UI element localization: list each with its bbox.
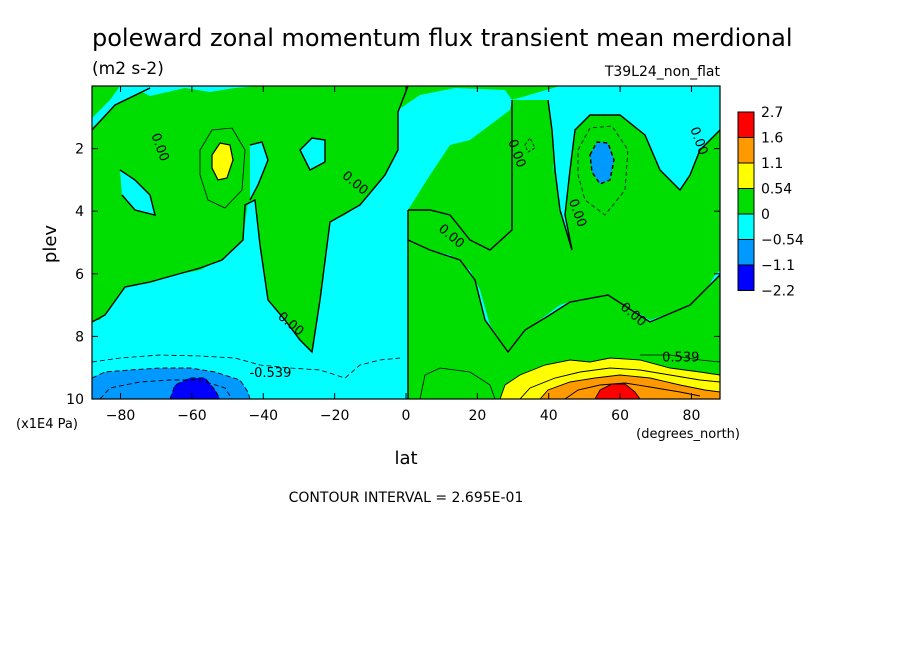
colorbar-swatch [737, 137, 755, 164]
y-axis-title: plev [40, 225, 61, 264]
y-tick-label: 6 [75, 267, 84, 283]
zero-contour-main [92, 86, 409, 354]
colorbar-swatch [737, 162, 755, 189]
x-axis: −80 −60 −40 −20 0 20 40 60 80 [106, 86, 701, 424]
zero-contour-patch-b [249, 141, 269, 201]
neg-contour-4 [169, 377, 221, 399]
x-tick-label: −60 [177, 408, 207, 424]
x-tick-label: −80 [106, 408, 136, 424]
colorbar-label: 0 [761, 207, 770, 223]
neg-contour-2 [92, 367, 251, 399]
neg-contour-1 [92, 354, 401, 379]
colorbar-label: −1.1 [761, 258, 795, 274]
x-tick-label: 60 [611, 408, 629, 424]
y-tick-label: 4 [75, 204, 84, 220]
contour-interval: CONTOUR INTERVAL = 2.695E-01 [289, 490, 524, 506]
fill-weak-negative-patch-5 [92, 86, 260, 96]
x-tick-label: 40 [540, 408, 558, 424]
x-tick-label: 20 [468, 408, 486, 424]
y-tick-label: 8 [75, 329, 84, 345]
zero-contour-left [92, 87, 151, 131]
x-axis-title: lat [394, 448, 417, 469]
pos-contour-4 [564, 382, 701, 399]
pos-contour-7 [640, 354, 720, 363]
neg-contour-ring [577, 125, 629, 216]
x-tick-label: −20 [320, 408, 350, 424]
colorbar-swatch [737, 264, 755, 291]
x-tick-label: 80 [683, 408, 701, 424]
colorbar-label: 2.7 [761, 105, 783, 121]
zero-contour-patch-a [299, 137, 326, 171]
fill-pos2 [540, 375, 720, 399]
fill-pos1-blob [212, 143, 233, 180]
fill-weak-positive-top-left [92, 86, 120, 118]
colorbar-swatch [737, 111, 755, 138]
fill-neg2 [170, 378, 220, 399]
y-tick-label: 2 [75, 142, 84, 158]
colorbar-swatch [737, 188, 755, 215]
chart-title: poleward zonal momentum flux transient m… [92, 24, 793, 52]
colorbar-label: 1.1 [761, 156, 783, 172]
colorbar-swatch [737, 239, 755, 266]
fill-weak-positive-lower-right [408, 240, 720, 399]
zero-contour-upper-right [408, 100, 513, 251]
zero-contour-right [407, 239, 720, 354]
pos-contour-2 [519, 367, 720, 399]
fill-weak-negative-patch-4 [120, 170, 155, 215]
neg-contour-3 [99, 379, 233, 399]
zero-contour-patch-c [119, 169, 156, 216]
colorbar-label: 0.54 [761, 182, 792, 198]
colorbar-swatch [737, 213, 755, 240]
pos-contour-1 [499, 357, 720, 399]
pos-contour-6 [419, 367, 496, 399]
fill-weak-negative-patch-6 [512, 86, 720, 250]
x-axis-units: (degrees_north) [636, 427, 740, 442]
pos-contour-blob [211, 142, 234, 181]
contour-fills [92, 86, 720, 399]
colorbar-label: 1.6 [761, 131, 783, 147]
fill-weak-positive-right [408, 88, 720, 399]
colorbar-label: −0.54 [761, 233, 804, 249]
contour-label: 0.539 [662, 350, 699, 365]
neg-contour-small [524, 137, 536, 153]
colorbar: 2.7 1.6 1.1 0.54 0 −0.54 −1.1 −2.2 [737, 105, 804, 300]
y-tick-label: 10 [66, 392, 84, 408]
contour-label: -0.539 [249, 366, 291, 381]
neg-contour-blob [589, 141, 615, 185]
colorbar-label: −2.2 [761, 284, 795, 300]
y-axis-units: (x1E4 Pa) [16, 417, 78, 432]
run-label: T39L24_non_flat [604, 64, 721, 80]
contour-lines [92, 86, 720, 399]
zero-contour-tongue [547, 99, 720, 251]
chart-units: (m2 s-2) [92, 59, 164, 79]
y-axis: 2 4 6 8 10 [66, 142, 720, 408]
fill-weak-negative-patch-2 [250, 142, 268, 200]
pos-contour-3 [539, 374, 720, 399]
x-tick-label: 0 [402, 408, 411, 424]
fill-neg1-blob [590, 142, 614, 184]
pos-contour-ring [199, 127, 246, 209]
fill-strong-pos [595, 384, 640, 399]
x-tick-label: −40 [248, 408, 278, 424]
pos-contour-5 [594, 383, 641, 399]
